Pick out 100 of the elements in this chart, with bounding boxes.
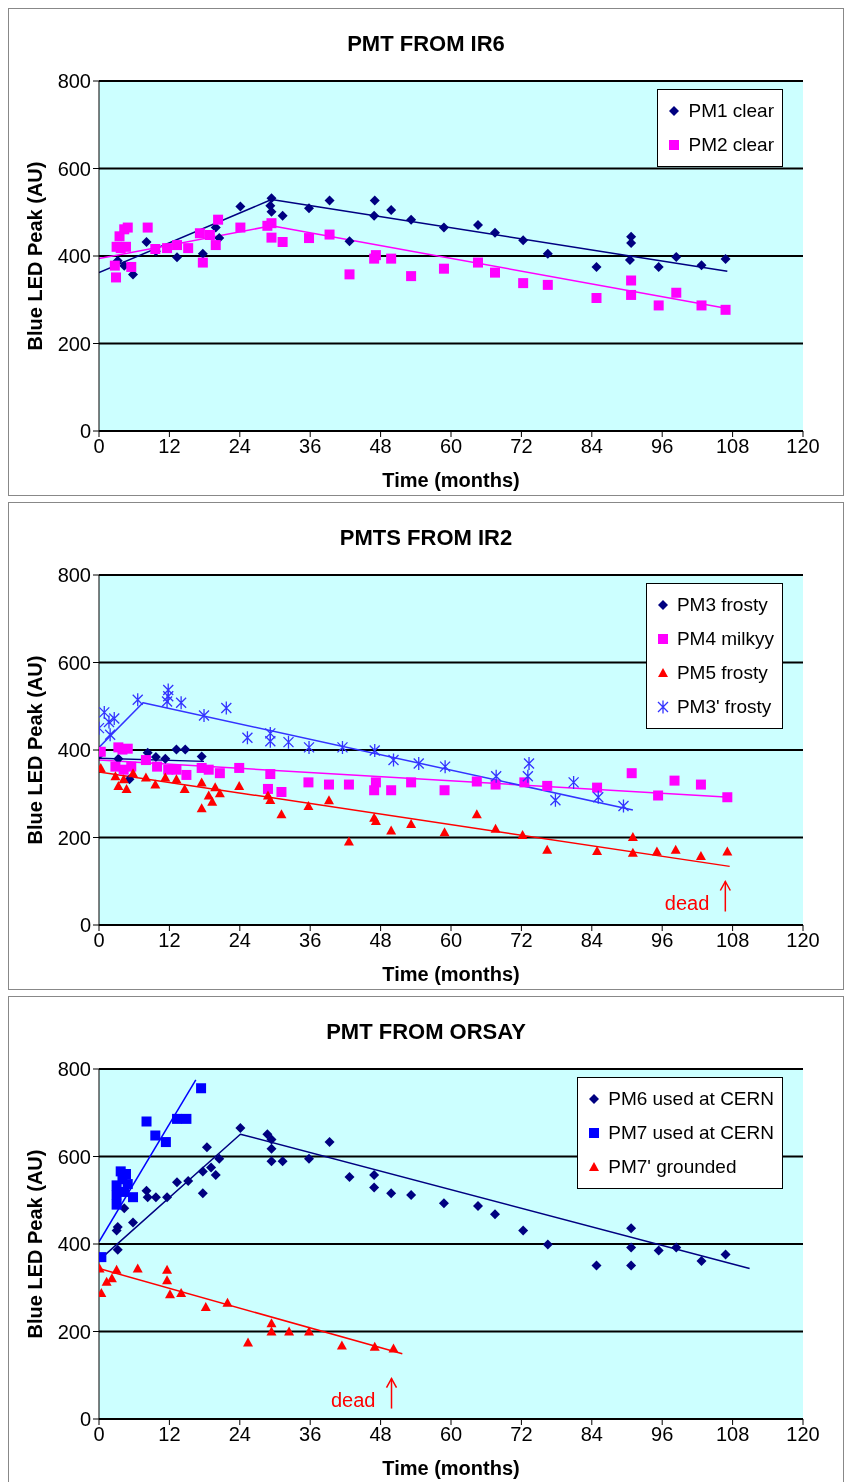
point xyxy=(344,1172,355,1183)
point xyxy=(162,1264,173,1274)
point xyxy=(438,1198,449,1209)
point xyxy=(128,1217,139,1228)
x-tick-label: 24 xyxy=(228,929,251,952)
point xyxy=(160,753,171,764)
point xyxy=(720,254,731,265)
x-tick-label: 0 xyxy=(93,435,105,458)
x-tick-label: 60 xyxy=(439,435,463,458)
point xyxy=(113,780,124,790)
point xyxy=(369,210,380,221)
point xyxy=(235,201,246,212)
point xyxy=(471,776,482,787)
annotation: dead xyxy=(664,891,710,914)
x-tick-label: 60 xyxy=(439,1423,463,1446)
point xyxy=(152,761,163,772)
y-tick-label: 600 xyxy=(57,1145,91,1168)
point xyxy=(284,1326,295,1336)
point xyxy=(277,210,288,221)
point xyxy=(172,1177,183,1188)
point xyxy=(262,1129,273,1140)
point xyxy=(266,193,277,204)
y-tick-label: 800 xyxy=(57,564,91,587)
point xyxy=(162,682,174,698)
point xyxy=(172,252,183,263)
point xyxy=(323,795,334,805)
x-axis-title: Time (months) xyxy=(382,1457,520,1479)
annotation: dead xyxy=(331,1388,376,1411)
x-tick-label: 36 xyxy=(299,435,322,458)
point xyxy=(141,237,152,247)
point xyxy=(160,772,171,782)
point xyxy=(336,740,349,755)
y-tick-label: 0 xyxy=(79,914,91,937)
y-tick-label: 600 xyxy=(57,651,91,674)
point xyxy=(175,695,187,710)
point xyxy=(303,777,314,788)
point xyxy=(266,1318,277,1328)
point xyxy=(162,243,173,254)
point xyxy=(282,734,295,750)
point xyxy=(722,792,733,803)
x-tick-label: 120 xyxy=(786,1423,820,1446)
point xyxy=(304,1153,315,1164)
point xyxy=(150,779,161,789)
point xyxy=(162,1275,173,1285)
point xyxy=(406,777,417,788)
point xyxy=(653,1245,664,1256)
x-tick-label: 108 xyxy=(715,435,750,458)
chart-title: PMT FROM IR6 xyxy=(346,30,506,58)
point xyxy=(183,243,194,254)
point xyxy=(542,844,553,854)
point xyxy=(161,694,173,709)
point xyxy=(164,1289,175,1299)
point xyxy=(118,774,129,784)
point xyxy=(695,850,706,860)
point xyxy=(213,214,224,225)
point xyxy=(266,218,277,229)
legend-label: PM5 frosty xyxy=(676,662,768,684)
point xyxy=(172,1113,183,1124)
point xyxy=(695,779,706,790)
point xyxy=(406,214,417,225)
point xyxy=(265,769,276,780)
point xyxy=(214,788,225,798)
point xyxy=(180,744,191,755)
y-axis-title: Blue LED Peak (AU) xyxy=(24,1149,47,1339)
point xyxy=(369,1182,380,1193)
point xyxy=(490,267,500,278)
point xyxy=(181,769,192,780)
x-axis-title: Time (months) xyxy=(382,469,520,491)
point xyxy=(222,1297,233,1307)
point xyxy=(438,263,449,274)
x-tick-label: 72 xyxy=(510,929,533,952)
point xyxy=(387,752,400,768)
point xyxy=(142,1192,153,1203)
point xyxy=(210,240,221,251)
point xyxy=(386,253,397,264)
point xyxy=(303,801,314,810)
point xyxy=(140,772,151,782)
x-tick-label: 72 xyxy=(510,1423,533,1446)
point xyxy=(696,300,707,311)
point xyxy=(266,1143,277,1154)
point xyxy=(324,1137,335,1148)
point xyxy=(142,222,153,233)
point xyxy=(203,764,214,775)
legend-label: PM6 used at CERN xyxy=(608,1088,774,1110)
point xyxy=(304,1326,315,1336)
x-tick-label: 84 xyxy=(580,929,603,952)
point xyxy=(696,1256,707,1267)
point xyxy=(108,711,120,726)
point xyxy=(624,254,635,265)
point xyxy=(172,240,183,251)
y-tick-label: 200 xyxy=(57,1320,91,1343)
point xyxy=(696,260,707,271)
y-tick-label: 0 xyxy=(79,420,91,443)
point xyxy=(210,1169,221,1180)
x-tick-label: 120 xyxy=(786,929,820,952)
point xyxy=(490,227,500,238)
x-tick-label: 96 xyxy=(651,435,674,458)
point xyxy=(653,261,664,272)
y-tick-label: 800 xyxy=(57,70,91,93)
point xyxy=(110,771,121,781)
